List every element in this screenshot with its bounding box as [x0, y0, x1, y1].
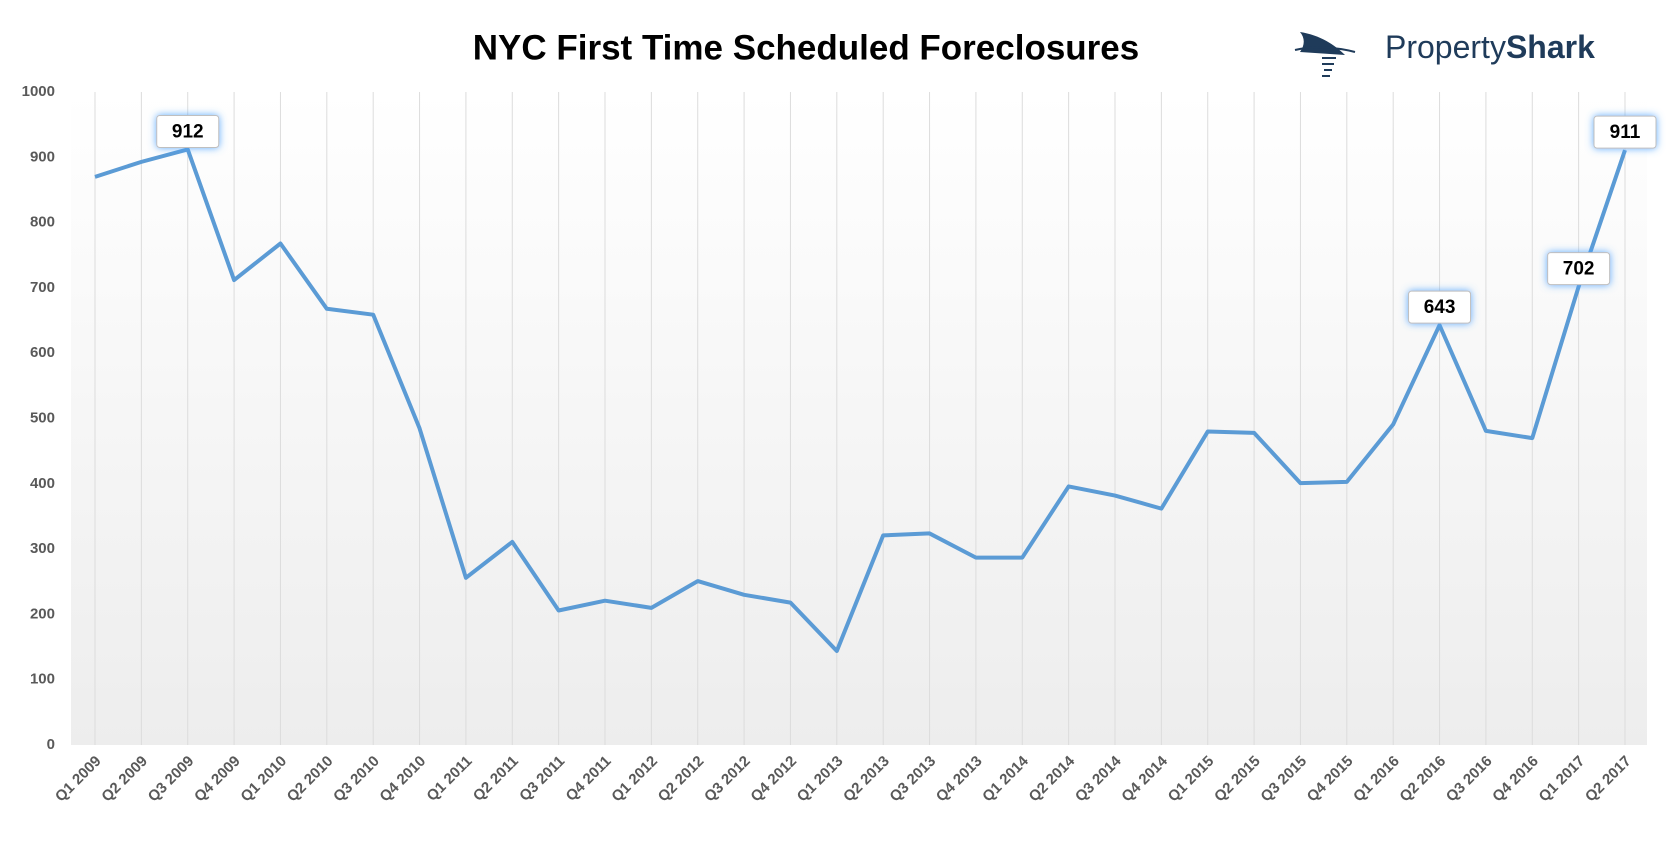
x-tick-label: Q4 2016 — [1489, 753, 1542, 806]
data-label-text: 911 — [1610, 122, 1641, 143]
x-tick-label: Q3 2013 — [886, 753, 939, 806]
x-tick-label: Q2 2011 — [470, 753, 522, 805]
x-tick-label: Q2 2015 — [1211, 753, 1264, 806]
x-tick-label: Q1 2011 — [423, 753, 475, 805]
y-tick-label: 500 — [30, 409, 55, 426]
x-tick-label: Q3 2010 — [330, 753, 383, 806]
y-tick-label: 200 — [30, 605, 55, 622]
x-tick-label: Q2 2010 — [284, 753, 337, 806]
y-tick-label: 300 — [30, 540, 55, 557]
data-label-text: 643 — [1424, 297, 1456, 318]
x-tick-label: Q1 2017 — [1536, 753, 1589, 806]
x-tick-label: Q4 2011 — [563, 753, 615, 805]
x-tick-label: Q3 2016 — [1443, 753, 1496, 806]
data-label: 912 — [156, 114, 220, 148]
logo-fin — [1300, 32, 1345, 55]
x-tick-label: Q1 2016 — [1350, 753, 1403, 806]
logo: PropertyShark — [1294, 29, 1595, 77]
x-tick-label: Q1 2010 — [237, 753, 290, 806]
x-tick-label: Q2 2012 — [655, 753, 708, 806]
y-tick-label: 800 — [30, 214, 55, 231]
y-tick-label: 400 — [30, 475, 55, 492]
data-label-text: 702 — [1563, 259, 1595, 280]
data-label: 911 — [1593, 115, 1657, 149]
x-tick-label: Q4 2013 — [933, 753, 986, 806]
chart-title: NYC First Time Scheduled Foreclosures — [473, 28, 1140, 67]
x-tick-label: Q2 2009 — [98, 753, 151, 806]
data-label-box — [1408, 290, 1472, 324]
y-tick-label: 0 — [47, 736, 55, 753]
data-label: 702 — [1547, 252, 1611, 286]
logo-part2: Shark — [1506, 29, 1595, 65]
data-label-box — [1547, 252, 1611, 286]
x-tick-label: Q2 2013 — [840, 753, 893, 806]
x-tick-label: Q2 2014 — [1026, 752, 1079, 805]
x-tick-label: Q4 2015 — [1304, 753, 1357, 806]
y-tick-label: 700 — [30, 279, 55, 296]
y-tick-label: 100 — [30, 671, 55, 688]
data-label: 643 — [1408, 290, 1472, 324]
x-tick-label: Q1 2013 — [794, 753, 847, 806]
x-tick-label: Q1 2012 — [608, 753, 661, 806]
x-tick-label: Q4 2010 — [376, 753, 429, 806]
data-label-text: 912 — [172, 121, 204, 142]
x-tick-label: Q3 2015 — [1257, 753, 1310, 806]
plot-area — [71, 92, 1647, 745]
x-tick-label: Q3 2009 — [145, 753, 198, 806]
logo-part1: Property — [1385, 29, 1506, 65]
data-label-box — [156, 114, 220, 148]
x-tick-label: Q4 2012 — [747, 753, 800, 806]
x-tick-label: Q3 2012 — [701, 753, 754, 806]
x-tick-label: Q1 2015 — [1165, 753, 1218, 806]
x-tick-label: Q3 2014 — [1072, 752, 1125, 805]
x-tick-label: Q4 2014 — [1118, 752, 1171, 805]
y-tick-label: 900 — [30, 148, 55, 165]
data-line — [94, 147, 1627, 653]
x-tick-label: Q3 2011 — [516, 753, 568, 805]
y-tick-label: 600 — [30, 344, 55, 361]
x-tick-label: Q1 2014 — [979, 752, 1032, 805]
x-tick-label: Q2 2017 — [1582, 753, 1635, 806]
y-tick-label: 1000 — [22, 83, 55, 100]
x-tick-label: Q4 2009 — [191, 753, 244, 806]
x-tick-label: Q2 2016 — [1396, 753, 1449, 806]
data-label-box — [1593, 115, 1657, 149]
logo-stripes — [1294, 46, 1356, 77]
x-tick-label: Q1 2009 — [52, 753, 105, 806]
logo-text: PropertyShark — [1385, 29, 1595, 65]
